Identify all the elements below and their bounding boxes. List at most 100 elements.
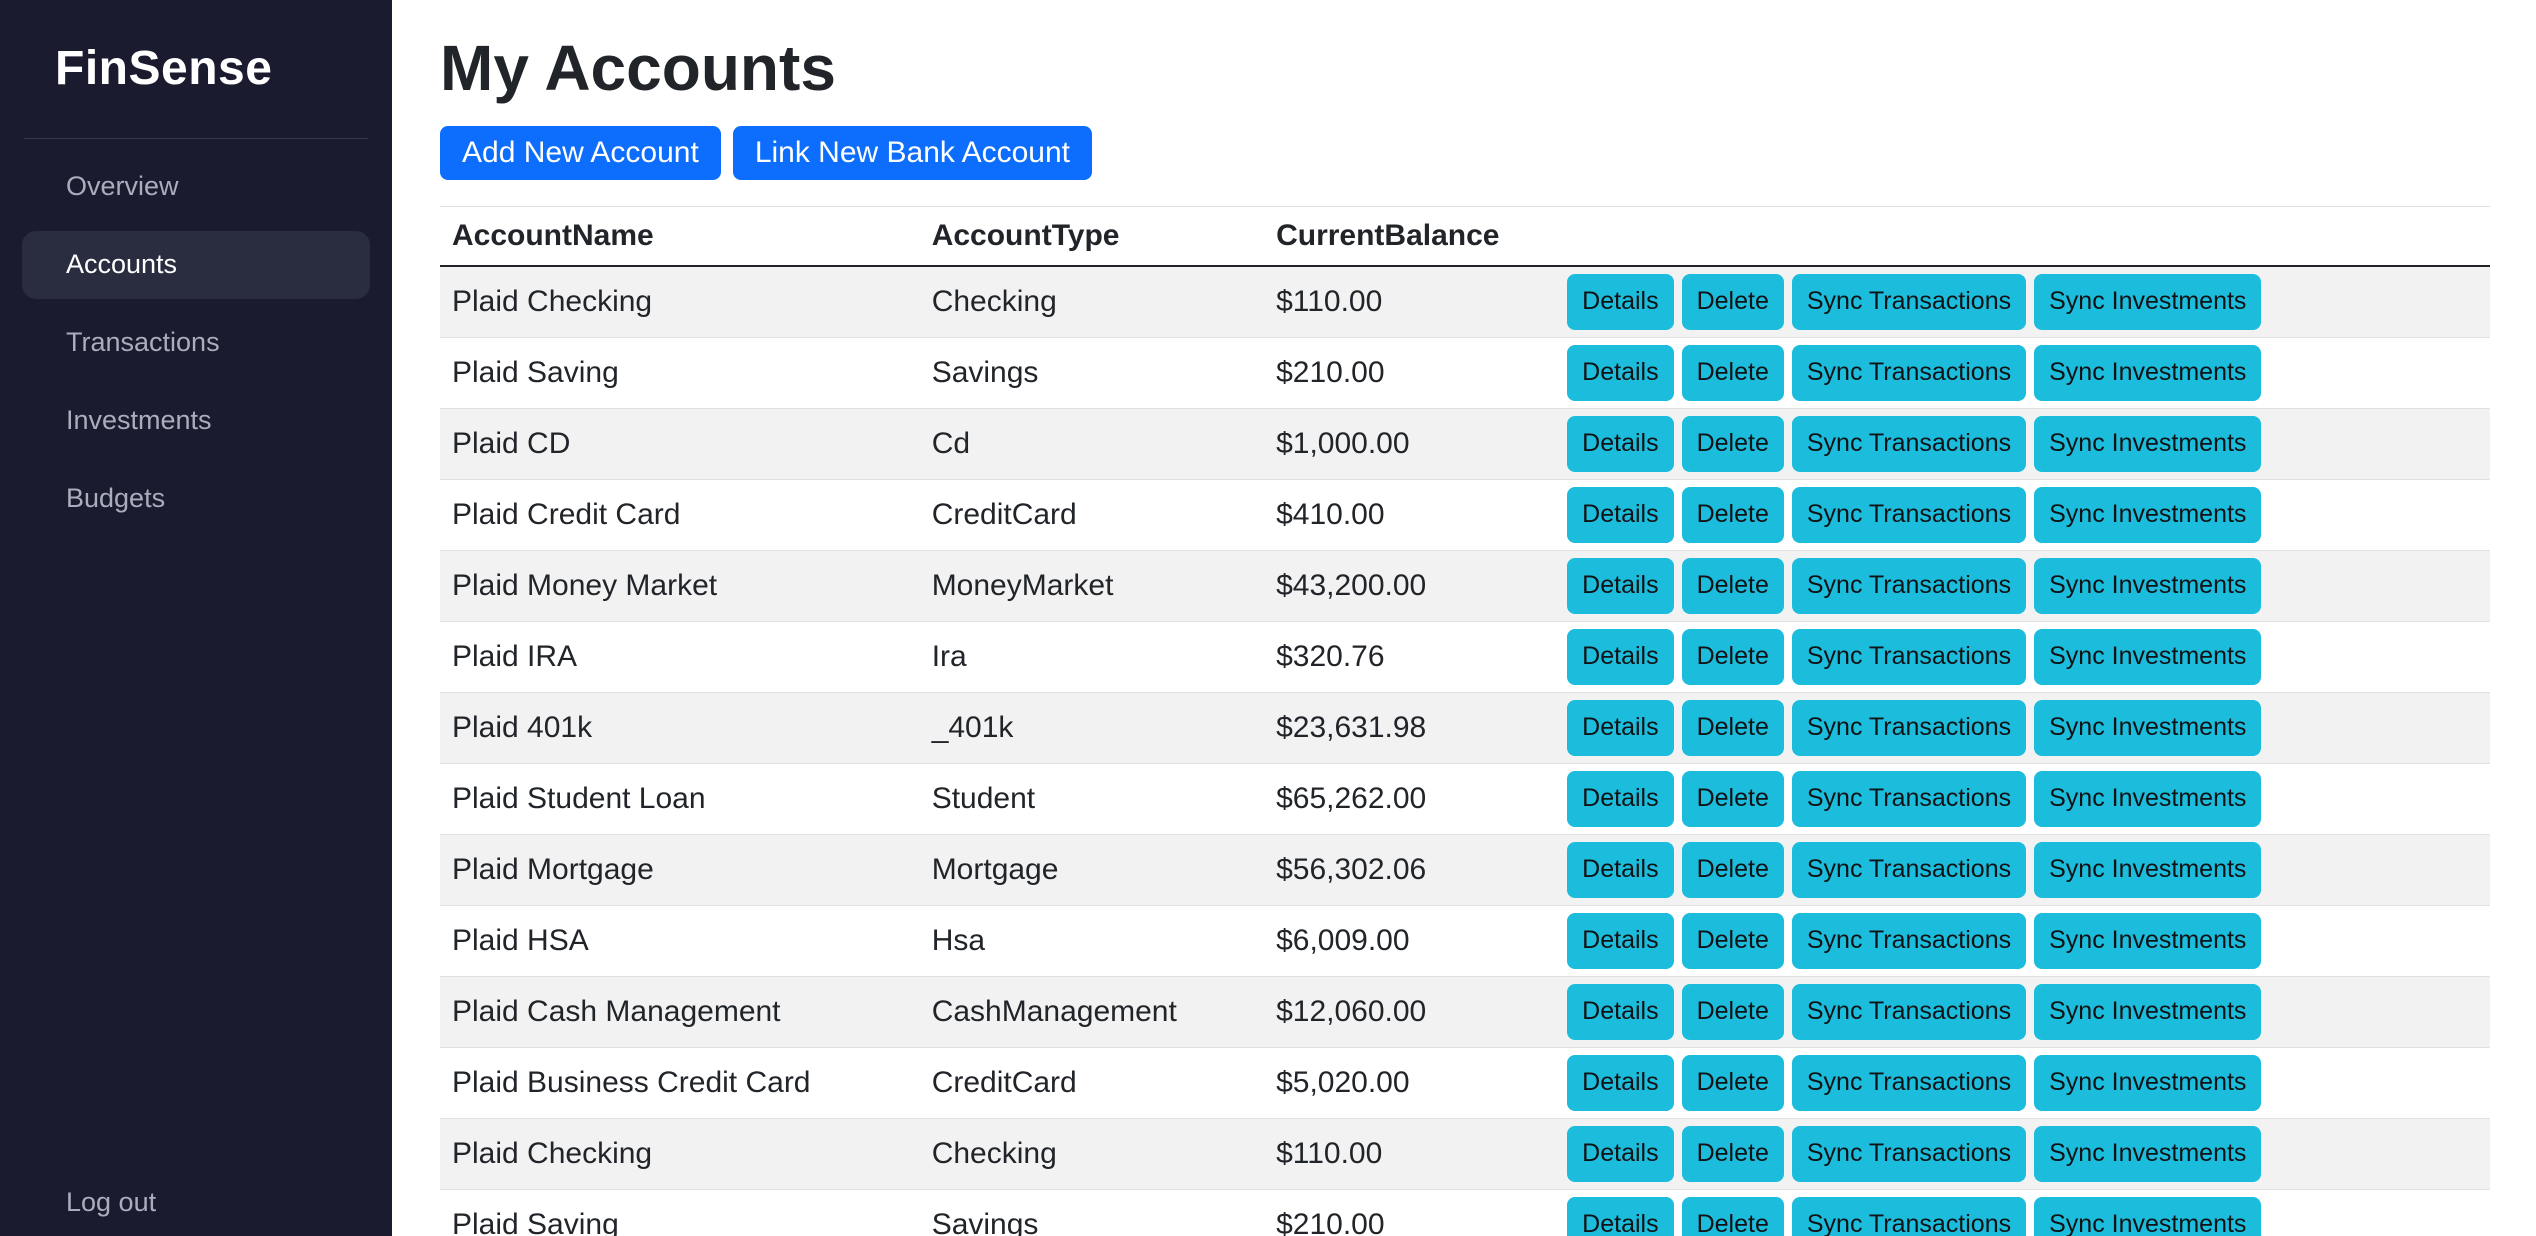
- sync-transactions-button[interactable]: Sync Transactions: [1791, 983, 2027, 1040]
- details-button[interactable]: Details: [1567, 628, 1674, 685]
- sync-investments-button[interactable]: Sync Investments: [2034, 770, 2262, 827]
- delete-button[interactable]: Delete: [1681, 1125, 1784, 1182]
- sidebar-item[interactable]: Overview: [22, 153, 370, 221]
- table-row: Plaid Checking Checking $110.00 Details …: [440, 265, 2490, 338]
- details-button[interactable]: Details: [1567, 983, 1674, 1040]
- sidebar-item-label: Transactions: [66, 327, 220, 358]
- delete-button[interactable]: Delete: [1681, 486, 1784, 543]
- sidebar-item[interactable]: Transactions: [22, 309, 370, 377]
- column-header-account-name: AccountName: [440, 205, 920, 267]
- sync-transactions-button[interactable]: Sync Transactions: [1791, 273, 2027, 330]
- sync-transactions-button[interactable]: Sync Transactions: [1791, 770, 2027, 827]
- delete-button[interactable]: Delete: [1681, 912, 1784, 969]
- delete-button[interactable]: Delete: [1681, 699, 1784, 756]
- column-header-account-type: AccountType: [919, 205, 1265, 267]
- delete-button[interactable]: Delete: [1681, 557, 1784, 614]
- app-logo: FinSense: [55, 42, 273, 95]
- sync-transactions-button[interactable]: Sync Transactions: [1791, 841, 2027, 898]
- sync-investments-button[interactable]: Sync Investments: [2034, 1054, 2262, 1111]
- details-button[interactable]: Details: [1567, 557, 1674, 614]
- account-name-cell: Plaid Money Market: [440, 550, 920, 622]
- sync-investments-button[interactable]: Sync Investments: [2034, 1196, 2262, 1236]
- delete-button[interactable]: Delete: [1681, 841, 1784, 898]
- current-balance-cell: $6,009.00: [1264, 905, 1556, 977]
- delete-button[interactable]: Delete: [1681, 1196, 1784, 1236]
- details-button[interactable]: Details: [1567, 273, 1674, 330]
- sync-investments-button[interactable]: Sync Investments: [2034, 983, 2262, 1040]
- delete-button[interactable]: Delete: [1681, 1054, 1784, 1111]
- current-balance-cell: $12,060.00: [1264, 976, 1556, 1048]
- sync-transactions-button[interactable]: Sync Transactions: [1791, 1125, 2027, 1182]
- account-name-cell: Plaid 401k: [440, 692, 920, 764]
- sync-investments-button[interactable]: Sync Investments: [2034, 912, 2262, 969]
- sync-investments-button[interactable]: Sync Investments: [2034, 1125, 2262, 1182]
- row-actions-cell: Details Delete Sync Transactions Sync In…: [1555, 265, 2490, 338]
- sync-transactions-button[interactable]: Sync Transactions: [1791, 1054, 2027, 1111]
- current-balance-cell: $110.00: [1264, 1118, 1556, 1190]
- sync-investments-button[interactable]: Sync Investments: [2034, 273, 2262, 330]
- account-type-cell: Cd: [919, 408, 1265, 480]
- sync-transactions-button[interactable]: Sync Transactions: [1791, 1196, 2027, 1236]
- sidebar-item-label: Accounts: [66, 249, 178, 280]
- sync-investments-button[interactable]: Sync Investments: [2034, 699, 2262, 756]
- sync-transactions-button[interactable]: Sync Transactions: [1791, 628, 2027, 685]
- details-button[interactable]: Details: [1567, 1054, 1674, 1111]
- delete-button[interactable]: Delete: [1681, 983, 1784, 1040]
- account-type-cell: CashManagement: [919, 976, 1265, 1048]
- sync-transactions-button[interactable]: Sync Transactions: [1791, 415, 2027, 472]
- details-button[interactable]: Details: [1567, 699, 1674, 756]
- sidebar-nav: Overview Accounts Transactions Investmen…: [0, 153, 392, 543]
- sync-investments-button[interactable]: Sync Investments: [2034, 415, 2262, 472]
- row-actions-cell: Details Delete Sync Transactions Sync In…: [1555, 692, 2490, 764]
- delete-button[interactable]: Delete: [1681, 628, 1784, 685]
- sidebar-item[interactable]: Accounts: [22, 230, 370, 299]
- link-new-bank-account-button[interactable]: Link New Bank Account: [732, 125, 1092, 180]
- sync-investments-button[interactable]: Sync Investments: [2034, 557, 2262, 614]
- current-balance-cell: $210.00: [1264, 337, 1556, 409]
- sidebar-item[interactable]: Budgets: [22, 465, 370, 533]
- sync-transactions-button[interactable]: Sync Transactions: [1791, 486, 2027, 543]
- account-name-cell: Plaid CD: [440, 408, 920, 480]
- delete-button[interactable]: Delete: [1681, 415, 1784, 472]
- account-name-cell: Plaid IRA: [440, 621, 920, 693]
- add-new-account-button[interactable]: Add New Account: [440, 125, 721, 180]
- account-name-cell: Plaid Mortgage: [440, 834, 920, 906]
- sidebar-item[interactable]: Investments: [22, 387, 370, 455]
- delete-button[interactable]: Delete: [1681, 344, 1784, 401]
- row-actions-cell: Details Delete Sync Transactions Sync In…: [1555, 1118, 2490, 1190]
- sync-investments-button[interactable]: Sync Investments: [2034, 628, 2262, 685]
- sync-transactions-button[interactable]: Sync Transactions: [1791, 699, 2027, 756]
- details-button[interactable]: Details: [1567, 486, 1674, 543]
- table-row: Plaid Money Market MoneyMarket $43,200.0…: [440, 550, 2490, 622]
- details-button[interactable]: Details: [1567, 912, 1674, 969]
- account-type-cell: MoneyMarket: [919, 550, 1265, 622]
- column-header-current-balance: CurrentBalance: [1264, 205, 1556, 267]
- details-button[interactable]: Details: [1567, 344, 1674, 401]
- sync-investments-button[interactable]: Sync Investments: [2034, 841, 2262, 898]
- current-balance-cell: $110.00: [1264, 265, 1556, 338]
- sync-investments-button[interactable]: Sync Investments: [2034, 344, 2262, 401]
- row-actions-cell: Details Delete Sync Transactions Sync In…: [1555, 550, 2490, 622]
- sync-transactions-button[interactable]: Sync Transactions: [1791, 344, 2027, 401]
- row-actions-cell: Details Delete Sync Transactions Sync In…: [1555, 337, 2490, 409]
- sync-investments-button[interactable]: Sync Investments: [2034, 486, 2262, 543]
- page-title: My Accounts: [440, 32, 836, 104]
- details-button[interactable]: Details: [1567, 1125, 1674, 1182]
- account-name-cell: Plaid Checking: [440, 1118, 920, 1190]
- table-row: Plaid HSA Hsa $6,009.00 Details Delete S…: [440, 905, 2490, 977]
- sync-transactions-button[interactable]: Sync Transactions: [1791, 912, 2027, 969]
- details-button[interactable]: Details: [1567, 770, 1674, 827]
- row-actions-cell: Details Delete Sync Transactions Sync In…: [1555, 621, 2490, 693]
- details-button[interactable]: Details: [1567, 1196, 1674, 1236]
- account-name-cell: Plaid Business Credit Card: [440, 1047, 920, 1119]
- account-type-cell: Savings: [919, 337, 1265, 409]
- sync-transactions-button[interactable]: Sync Transactions: [1791, 557, 2027, 614]
- delete-button[interactable]: Delete: [1681, 273, 1784, 330]
- logout-button[interactable]: Log out: [66, 1186, 157, 1217]
- delete-button[interactable]: Delete: [1681, 770, 1784, 827]
- table-row: Plaid Saving Savings $210.00 Details Del…: [440, 337, 2490, 409]
- table-row: Plaid IRA Ira $320.76 Details Delete Syn…: [440, 621, 2490, 693]
- table-row: Plaid Business Credit Card CreditCard $5…: [440, 1047, 2490, 1119]
- details-button[interactable]: Details: [1567, 841, 1674, 898]
- details-button[interactable]: Details: [1567, 415, 1674, 472]
